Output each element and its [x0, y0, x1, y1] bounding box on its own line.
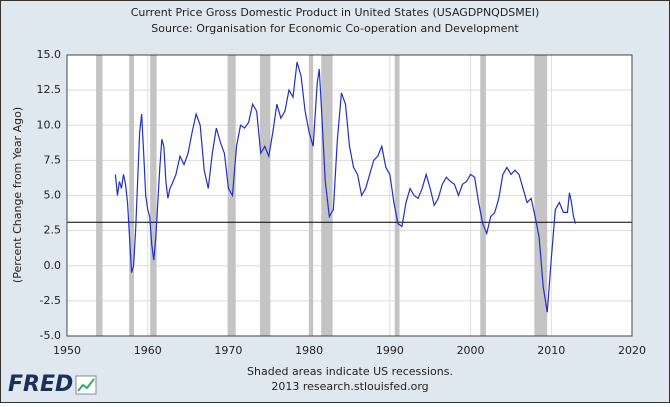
- x-tick-label: 2000: [457, 344, 485, 357]
- y-tick-label: 15.0: [37, 48, 62, 61]
- recession-band: [150, 55, 157, 336]
- y-tick-label: 0.0: [44, 259, 62, 272]
- recession-band: [534, 55, 548, 336]
- x-tick-label: 2010: [537, 344, 565, 357]
- logo: FRED: [8, 372, 73, 397]
- logo-icon: [75, 375, 97, 395]
- x-tick-label: 1980: [295, 344, 323, 357]
- y-tick-label: 5.0: [44, 189, 62, 202]
- note: 2013 research.stlouisfed.org: [271, 380, 428, 393]
- recession-band: [309, 55, 314, 336]
- recession-band: [129, 55, 134, 336]
- y-tick-label: 12.5: [37, 83, 62, 96]
- x-tick-label: 1950: [53, 344, 81, 357]
- x-tick-label: 1970: [214, 344, 242, 357]
- chart-title: Current Price Gross Domestic Product in …: [131, 6, 540, 19]
- note: Shaded areas indicate US recessions.: [247, 365, 453, 378]
- recession-band: [96, 55, 103, 336]
- y-tick-label: 10.0: [37, 118, 62, 131]
- logo-box: [75, 375, 97, 395]
- chart-subtitle: Source: Organisation for Economic Co-ope…: [151, 22, 519, 35]
- recession-band: [259, 55, 271, 336]
- logo-line: [77, 378, 95, 392]
- y-tick-label: -5.0: [40, 329, 61, 342]
- y-tick-label: 7.5: [44, 153, 62, 166]
- plot-border: [66, 54, 633, 337]
- y-axis-label: (Percent Change from Year Ago): [11, 107, 24, 283]
- x-tick-label: 1960: [134, 344, 162, 357]
- recession-band: [394, 55, 400, 336]
- y-tick-label: -2.5: [40, 294, 61, 307]
- recession-band: [227, 55, 236, 336]
- x-tick-label: 2020: [618, 344, 646, 357]
- y-tick-label: 2.5: [44, 224, 62, 237]
- data-line: [114, 61, 577, 313]
- x-tick-label: 1990: [376, 344, 404, 357]
- recession-band: [480, 55, 486, 336]
